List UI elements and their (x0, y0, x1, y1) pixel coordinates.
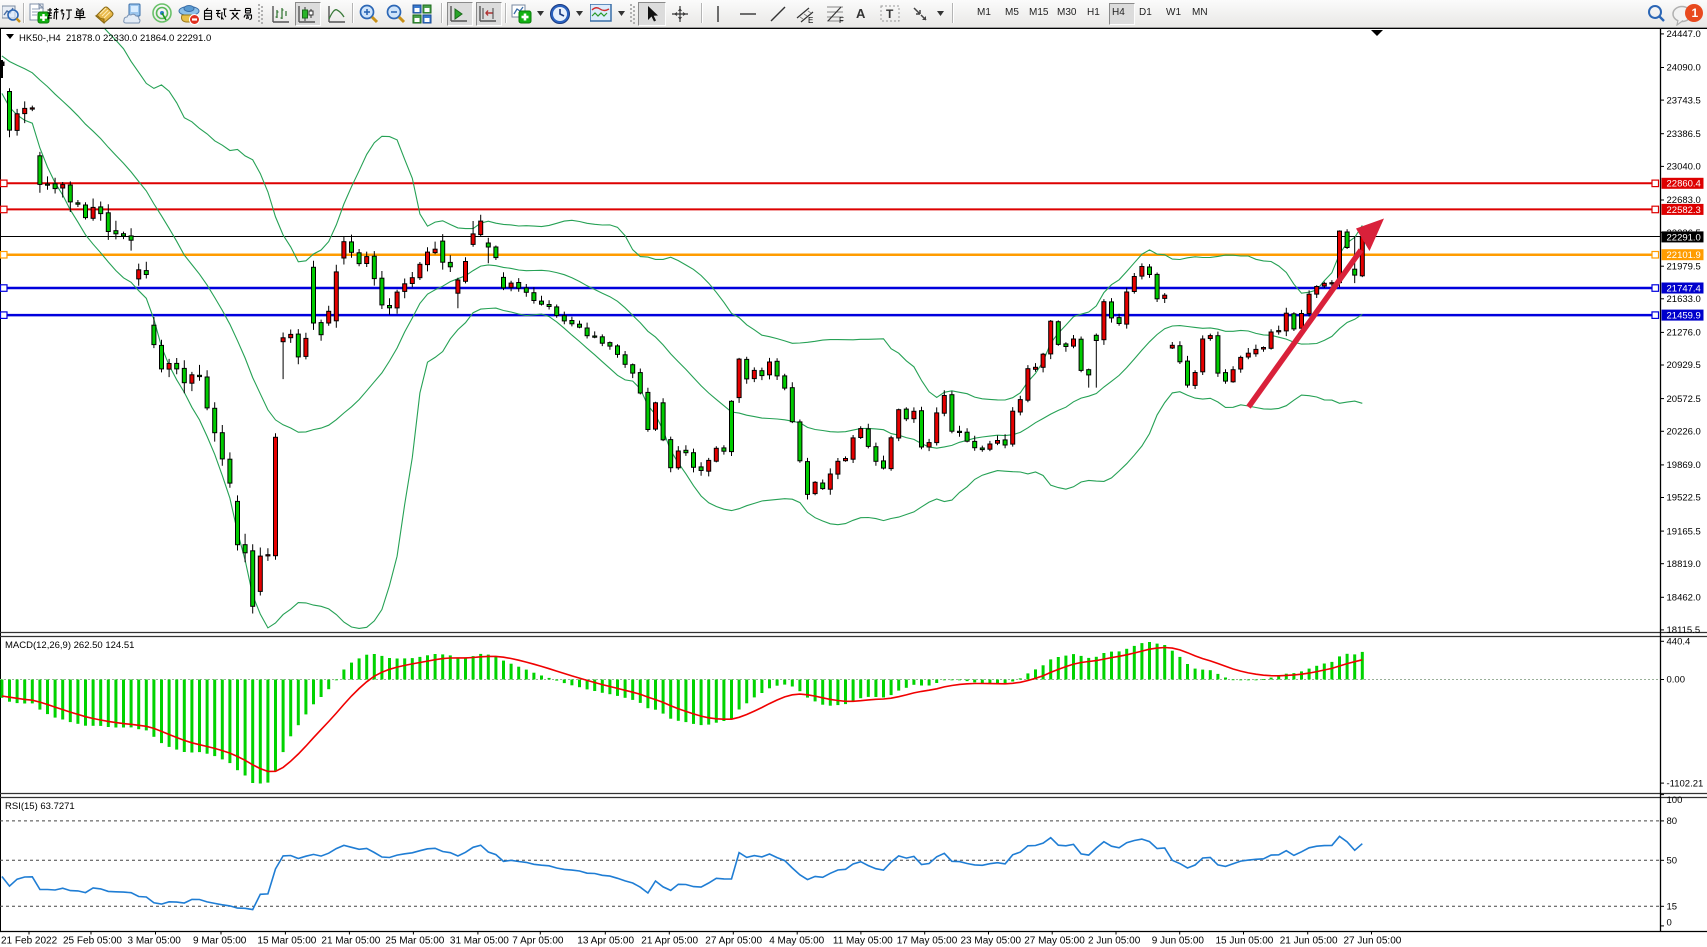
svg-text:25 Mar 05:00: 25 Mar 05:00 (385, 936, 444, 947)
svg-text:-1102.21: -1102.21 (1667, 778, 1704, 789)
svg-text:100: 100 (1667, 795, 1683, 806)
svg-text:0: 0 (1667, 918, 1672, 929)
svg-text:19869.0: 19869.0 (1667, 460, 1701, 471)
svg-text:19165.5: 19165.5 (1667, 526, 1701, 537)
svg-text:27 Jun 05:00: 27 Jun 05:00 (1344, 936, 1402, 947)
svg-text:21979.5: 21979.5 (1667, 261, 1701, 272)
svg-text:1: 1 (1692, 6, 1699, 20)
svg-text:9 Jun 05:00: 9 Jun 05:00 (1152, 936, 1205, 947)
svg-text:23 May 05:00: 23 May 05:00 (961, 936, 1022, 947)
svg-text:4 May 05:00: 4 May 05:00 (769, 936, 824, 947)
svg-text:20929.5: 20929.5 (1667, 360, 1701, 371)
svg-text:18115.5: 18115.5 (1667, 625, 1701, 636)
svg-text:2 Jun 05:00: 2 Jun 05:00 (1088, 936, 1141, 947)
svg-text:21276.0: 21276.0 (1667, 328, 1701, 339)
svg-text:21633.0: 21633.0 (1667, 294, 1701, 305)
svg-text:21 Mar 05:00: 21 Mar 05:00 (321, 936, 380, 947)
svg-text:23743.5: 23743.5 (1667, 95, 1701, 106)
svg-text:21459.9: 21459.9 (1667, 311, 1701, 322)
svg-text:24447.0: 24447.0 (1667, 29, 1701, 40)
svg-text:9 Mar 05:00: 9 Mar 05:00 (193, 936, 247, 947)
svg-text:25 Feb 05:00: 25 Feb 05:00 (63, 936, 122, 947)
svg-text:23040.0: 23040.0 (1667, 162, 1701, 173)
svg-text:21 Jun 05:00: 21 Jun 05:00 (1280, 936, 1338, 947)
svg-text:F: F (839, 16, 844, 24)
svg-text:RSI(15) 63.7271: RSI(15) 63.7271 (5, 801, 75, 812)
svg-text:11 May 05:00: 11 May 05:00 (833, 936, 893, 947)
svg-text:15 Mar 05:00: 15 Mar 05:00 (257, 936, 316, 947)
svg-text:17 May 05:00: 17 May 05:00 (897, 936, 958, 947)
svg-text:7 Apr 05:00: 7 Apr 05:00 (512, 936, 564, 947)
svg-text:3 Mar 05:00: 3 Mar 05:00 (128, 936, 182, 947)
svg-text:27 Apr 05:00: 27 Apr 05:00 (705, 936, 762, 947)
svg-text:80: 80 (1667, 816, 1678, 827)
svg-text:23386.5: 23386.5 (1667, 129, 1701, 140)
svg-text:18462.0: 18462.0 (1667, 593, 1701, 604)
svg-text:HK50-,H4 21878.0 22330.0 2186: HK50-,H4 21878.0 22330.0 21864.0 22291.0 (19, 33, 211, 44)
svg-text:18819.0: 18819.0 (1667, 559, 1701, 570)
svg-text:19522.5: 19522.5 (1667, 493, 1701, 504)
svg-text:440.4: 440.4 (1667, 637, 1691, 648)
svg-text:22291.0: 22291.0 (1667, 232, 1701, 243)
svg-text:0.00: 0.00 (1667, 675, 1686, 686)
svg-text:21747.4: 21747.4 (1667, 283, 1701, 294)
svg-text:E: E (808, 16, 813, 24)
svg-text:22860.4: 22860.4 (1667, 179, 1701, 190)
svg-text:31 Mar 05:00: 31 Mar 05:00 (450, 936, 509, 947)
svg-text:15 Jun 05:00: 15 Jun 05:00 (1216, 936, 1274, 947)
svg-text:T: T (886, 7, 894, 21)
svg-text:21 Feb 2022: 21 Feb 2022 (1, 936, 58, 947)
svg-text:21 Apr 05:00: 21 Apr 05:00 (641, 936, 698, 947)
svg-text:27 May 05:00: 27 May 05:00 (1024, 936, 1085, 947)
svg-text:22683.0: 22683.0 (1667, 195, 1701, 206)
svg-text:13 Apr 05:00: 13 Apr 05:00 (577, 936, 634, 947)
svg-text:50: 50 (1667, 856, 1678, 867)
svg-text:20226.0: 20226.0 (1667, 427, 1701, 438)
svg-text:22582.3: 22582.3 (1667, 205, 1701, 216)
svg-text:15: 15 (1667, 902, 1678, 913)
svg-text:24090.0: 24090.0 (1667, 63, 1701, 74)
svg-text:MACD(12,26,9) 262.50 124.51: MACD(12,26,9) 262.50 124.51 (5, 640, 134, 651)
svg-text:22101.9: 22101.9 (1667, 250, 1701, 261)
svg-text:20572.5: 20572.5 (1667, 394, 1701, 405)
